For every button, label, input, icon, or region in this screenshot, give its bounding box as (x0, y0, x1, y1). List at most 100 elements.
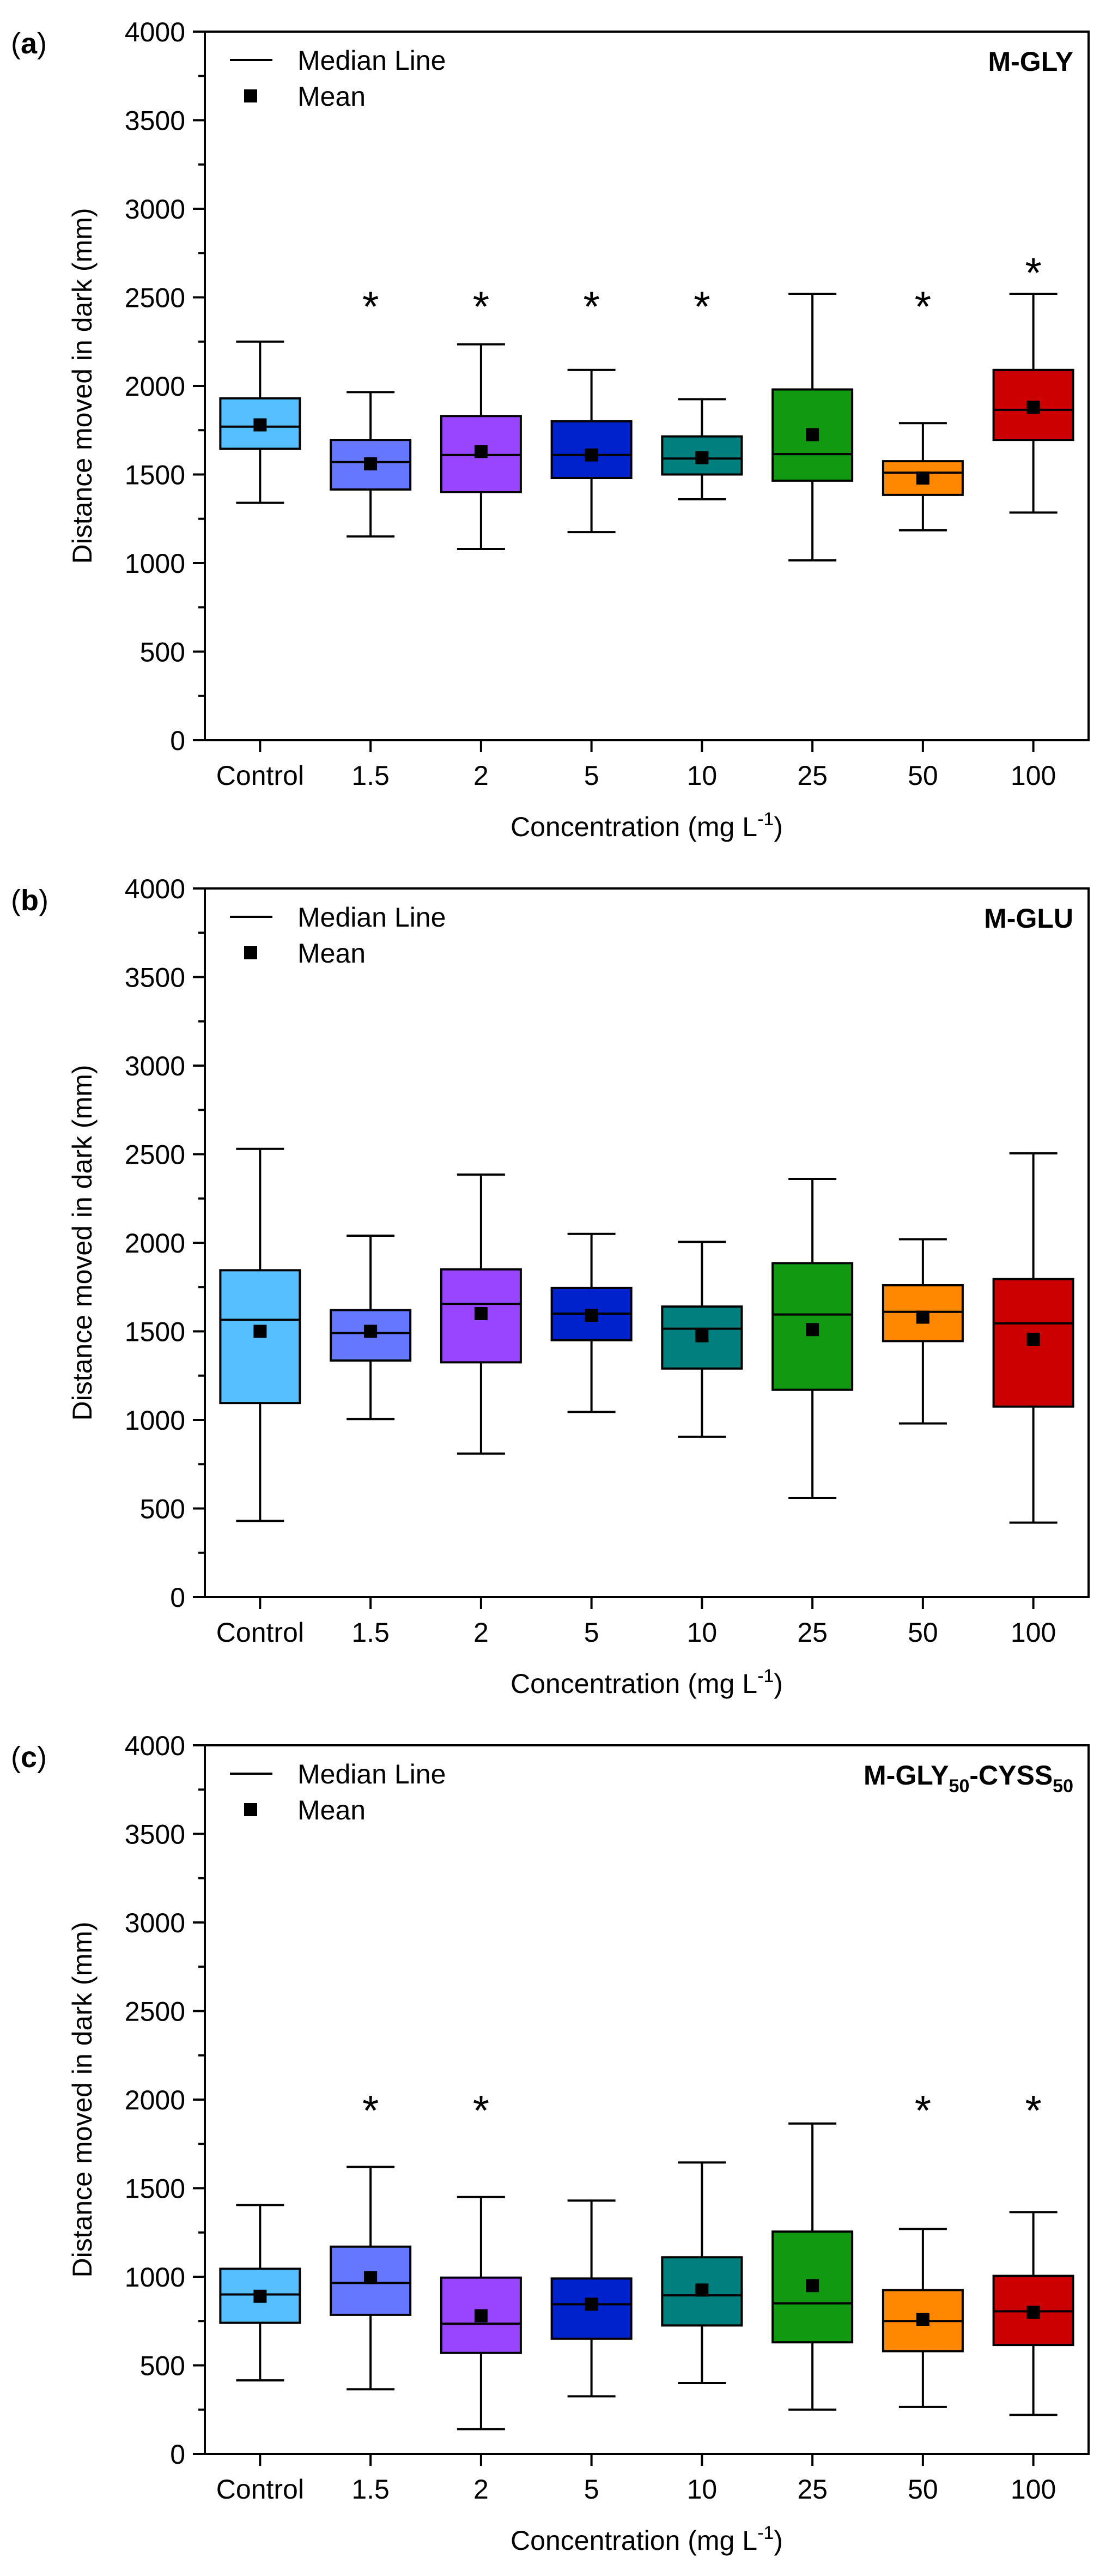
y-axis-label: Distance moved in dark (mm) (67, 1065, 98, 1421)
significance-marker: * (473, 2087, 489, 2134)
panel-title: M-GLY (988, 46, 1074, 77)
iqr-box (219, 1269, 301, 1405)
y-tick-label: 2000 (125, 371, 185, 402)
mean-marker (364, 457, 378, 470)
mean-marker (585, 2297, 598, 2311)
box-1.5 (330, 1235, 412, 1420)
title-subscript-2: 50 (1053, 1776, 1073, 1797)
legend: Median Line Mean (230, 902, 446, 969)
x-tick-label: 10 (687, 1617, 718, 1648)
x-tick-label: 100 (1011, 1617, 1056, 1648)
legend-mean-label: Mean (297, 81, 366, 112)
x-axis-label-main: Concentration (mg L (511, 812, 757, 842)
y-tick-label: 0 (170, 2439, 185, 2470)
y-tick-label: 2500 (125, 1997, 185, 2027)
y-tick-label: 2500 (125, 1140, 185, 1170)
x-tick-label: 50 (908, 2474, 938, 2505)
panel-label-close: ) (37, 27, 47, 60)
box-50 (882, 1238, 964, 1425)
box-2 (440, 1173, 522, 1455)
box-1.5 (330, 2166, 412, 2391)
x-tick-label: 1.5 (351, 760, 390, 791)
mean-marker (916, 1310, 929, 1324)
x-axis-label-end: ) (774, 812, 783, 842)
box-10 (661, 2161, 743, 2384)
x-axis-label-end: ) (774, 2525, 783, 2556)
x-tick-label: 2 (473, 1617, 489, 1648)
box-25 (771, 2122, 854, 2411)
box-50 (882, 2228, 964, 2408)
x-tick-label: 2 (473, 760, 489, 791)
y-tick-label: 2000 (125, 1228, 185, 1259)
mean-marker (364, 1325, 378, 1338)
x-tick-label: 1.5 (351, 2474, 390, 2505)
x-tick-label: 50 (908, 760, 938, 791)
box-100 (992, 1152, 1074, 1524)
significance-marker: * (1025, 249, 1041, 297)
panel-label-letter: b (21, 884, 39, 917)
x-axis-label: Concentration (mg L-1) (511, 1666, 783, 1699)
x-tick-label: 5 (584, 1617, 599, 1648)
legend-median-label: Median Line (297, 45, 446, 76)
box-5 (550, 368, 633, 534)
significance-marker: * (473, 282, 489, 330)
x-tick-label: 2 (473, 2474, 489, 2505)
mean-marker (695, 451, 709, 464)
x-axis-label: Concentration (mg L-1) (511, 2523, 783, 2556)
y-tick-label: 4000 (125, 1731, 185, 1761)
legend-mean-label: Mean (297, 1795, 366, 1825)
y-axis-label: Distance moved in dark (mm) (67, 1922, 98, 2278)
panel-label-open: ( (11, 884, 21, 917)
y-tick-label: 0 (170, 1582, 185, 1613)
y-tick-label: 500 (140, 637, 185, 668)
y-tick-label: 3000 (125, 1908, 185, 1938)
significance-marker: * (362, 2087, 379, 2134)
y-tick-label: 3500 (125, 963, 185, 993)
box-Control (219, 1147, 301, 1522)
x-tick-label: 5 (584, 760, 599, 791)
box-5 (550, 1232, 633, 1413)
box-10 (661, 398, 743, 500)
mean-marker (585, 1309, 598, 1322)
y-tick-label: 3500 (125, 1819, 185, 1850)
title-main: M-GLY (988, 46, 1074, 77)
x-axis-label-superscript: -1 (757, 2523, 774, 2543)
y-tick-label: 0 (170, 725, 185, 756)
x-tick-label: 25 (797, 760, 828, 791)
y-tick-label: 3000 (125, 1051, 185, 1081)
mean-marker (1026, 1333, 1040, 1346)
mean-marker (695, 2283, 709, 2297)
box-Control (219, 340, 301, 504)
legend-median-label: Median Line (297, 1759, 446, 1789)
mean-marker (806, 428, 819, 442)
x-tick-label: Control (216, 760, 304, 791)
mean-marker (474, 445, 488, 458)
legend: Median Line Mean (230, 45, 446, 112)
y-tick-label: 500 (140, 1494, 185, 1525)
plot-frame (204, 1744, 1090, 2455)
box-50 (882, 422, 964, 531)
x-tick-label: 10 (687, 2474, 718, 2505)
x-axis-label-main: Concentration (mg L (511, 1668, 757, 1699)
panel-label-open: ( (11, 1741, 21, 1774)
significance-marker: * (694, 282, 710, 330)
mean-marker (585, 448, 598, 462)
mean-marker (253, 418, 267, 432)
legend-mean-swatch (244, 89, 257, 102)
box-25 (771, 293, 854, 562)
box-2 (440, 2196, 522, 2430)
y-tick-label: 2000 (125, 2085, 185, 2115)
mean-marker (806, 2279, 819, 2293)
y-tick-label: 2500 (125, 283, 185, 313)
mean-marker (695, 1329, 709, 1343)
x-tick-label: Control (216, 1617, 304, 1648)
title-main: M-GLY (864, 1760, 949, 1791)
box-10 (661, 1241, 743, 1438)
y-tick-label: 1000 (125, 2262, 185, 2293)
x-tick-label: 100 (1011, 2474, 1056, 2505)
chart-panel-a: (a) 0 500 1000 1500 2000 2500 3000 3500 4000 Contr… (11, 17, 1090, 842)
legend-mean-swatch (244, 1803, 257, 1816)
x-tick-label: 100 (1011, 760, 1056, 791)
y-tick-label: 1500 (125, 2174, 185, 2204)
